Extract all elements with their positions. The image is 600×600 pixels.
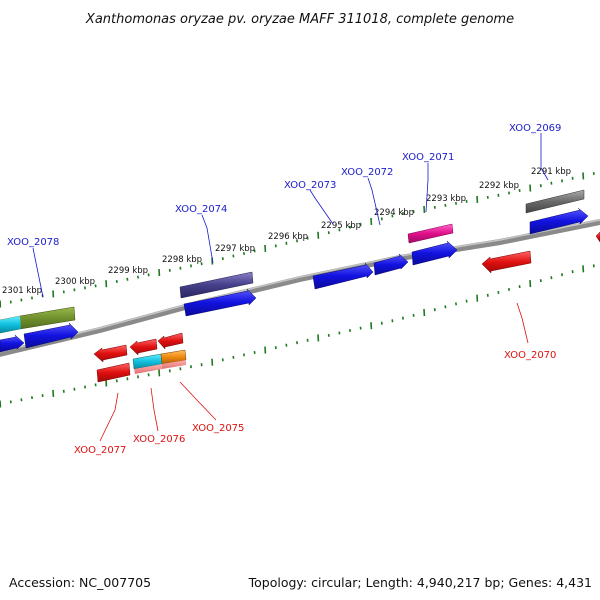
tick-labels: 2291 kbp 2292 kbp 2293 kbp 2294 kbp 2295…: [2, 167, 571, 296]
tick-label-2296: 2296 kbp: [268, 232, 308, 242]
gene-label-xoo-2075[interactable]: XOO_2075: [192, 423, 244, 434]
gene-cds-2076-a[interactable]: [129, 338, 158, 356]
tick-label-2298: 2298 kbp: [162, 255, 202, 265]
gene-label-xoo-2070[interactable]: XOO_2070: [504, 350, 556, 361]
gene-xoo-2078-box[interactable]: [0, 306, 76, 334]
genome-title: Xanthomonas oryzae pv. oryzae MAFF 31101…: [85, 12, 514, 27]
gene-xoo-2071-box[interactable]: [407, 223, 454, 244]
tick-label-2292: 2292 kbp: [479, 181, 519, 191]
tick-label-2300: 2300 kbp: [55, 277, 95, 287]
gene-label-xoo-2078[interactable]: XOO_2078: [7, 237, 59, 248]
gene-label-xoo-2071[interactable]: XOO_2071: [402, 152, 454, 163]
tick-label-2295: 2295 kbp: [321, 221, 361, 231]
genome-backbone: [0, 219, 600, 357]
gene-cds-2070[interactable]: [481, 250, 532, 274]
accession-text: Accession: NC_007705: [9, 575, 151, 590]
gene-label-xoo-2074[interactable]: XOO_2074: [175, 204, 227, 215]
gene-cds-2073[interactable]: [312, 262, 374, 290]
genome-summary-text: Topology: circular; Length: 4,940,217 bp…: [248, 575, 592, 590]
gene-cds-2071[interactable]: [411, 240, 458, 266]
tick-label-2299: 2299 kbp: [108, 266, 148, 276]
gene-cds-offedge[interactable]: [595, 231, 600, 243]
gene-label-xoo-2072[interactable]: XOO_2072: [341, 167, 393, 178]
gene-xoo-2074-box[interactable]: [179, 271, 254, 299]
tick-label-2301: 2301 kbp: [2, 286, 42, 296]
gene-xoo-2076-box[interactable]: [132, 353, 163, 374]
gene-label-xoo-2077[interactable]: XOO_2077: [74, 445, 126, 456]
gene-cds-2079[interactable]: [0, 334, 25, 353]
label-leaders: [32, 133, 549, 442]
gene-cds-2069[interactable]: [529, 207, 589, 235]
tick-label-2297: 2297 kbp: [215, 244, 255, 254]
gene-cds-2072[interactable]: [373, 253, 409, 276]
tick-label-2293: 2293 kbp: [426, 194, 466, 204]
gene-cds-2074[interactable]: [183, 288, 257, 317]
gene-label-xoo-2069[interactable]: XOO_2069: [509, 123, 561, 134]
gene-cds-2078[interactable]: [23, 322, 79, 349]
gene-xoo-2075-box[interactable]: [160, 349, 187, 369]
gene-cds-2077-b[interactable]: [96, 362, 131, 383]
gene-labels: XOO_2069 XOO_2071 XOO_2072 XOO_2073 XOO_…: [7, 123, 561, 456]
gene-xoo-2069-box[interactable]: [525, 189, 585, 214]
tick-label-2291: 2291 kbp: [531, 167, 571, 177]
reverse-tick-ring: [0, 264, 595, 408]
forward-tick-ring: [0, 171, 595, 308]
tick-label-2294: 2294 kbp: [374, 208, 414, 218]
gene-label-xoo-2073[interactable]: XOO_2073: [284, 180, 336, 191]
gene-label-xoo-2076[interactable]: XOO_2076: [133, 434, 185, 445]
forward-genes: [0, 189, 589, 353]
gene-cds-2077-a[interactable]: [93, 344, 128, 363]
reverse-genes: [93, 231, 600, 383]
gene-cds-2075-a[interactable]: [157, 332, 184, 350]
